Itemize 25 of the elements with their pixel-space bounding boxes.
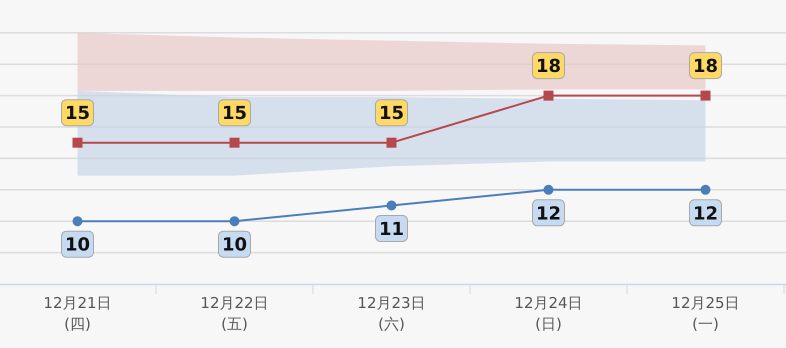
data-label: 10 — [64, 234, 90, 256]
data-label: 12 — [536, 203, 562, 224]
data-label: 18 — [692, 56, 718, 78]
data-label: 15 — [222, 103, 248, 124]
point — [700, 90, 710, 101]
data-label: 12 — [692, 203, 718, 224]
data-label: 18 — [536, 56, 562, 78]
point — [230, 216, 240, 226]
data-label: 10 — [222, 234, 248, 256]
point — [386, 200, 396, 210]
point — [544, 90, 554, 101]
x-tick-label: 12月24日 (日) — [514, 294, 583, 333]
point — [72, 138, 82, 148]
point — [72, 216, 82, 226]
point — [230, 138, 240, 148]
x-tick-label: 12月22日 (五) — [200, 294, 269, 333]
data-label: 11 — [378, 218, 404, 240]
data-label: 15 — [378, 103, 404, 124]
x-tick-label: 12月23日 (六) — [357, 294, 426, 333]
point — [544, 184, 554, 195]
point — [386, 138, 396, 148]
x-tick-label: 12月25日 (一) — [671, 294, 740, 333]
x-tick-label: 12月21日 (四) — [43, 294, 112, 333]
data-label: 15 — [64, 103, 90, 124]
point — [700, 184, 710, 195]
